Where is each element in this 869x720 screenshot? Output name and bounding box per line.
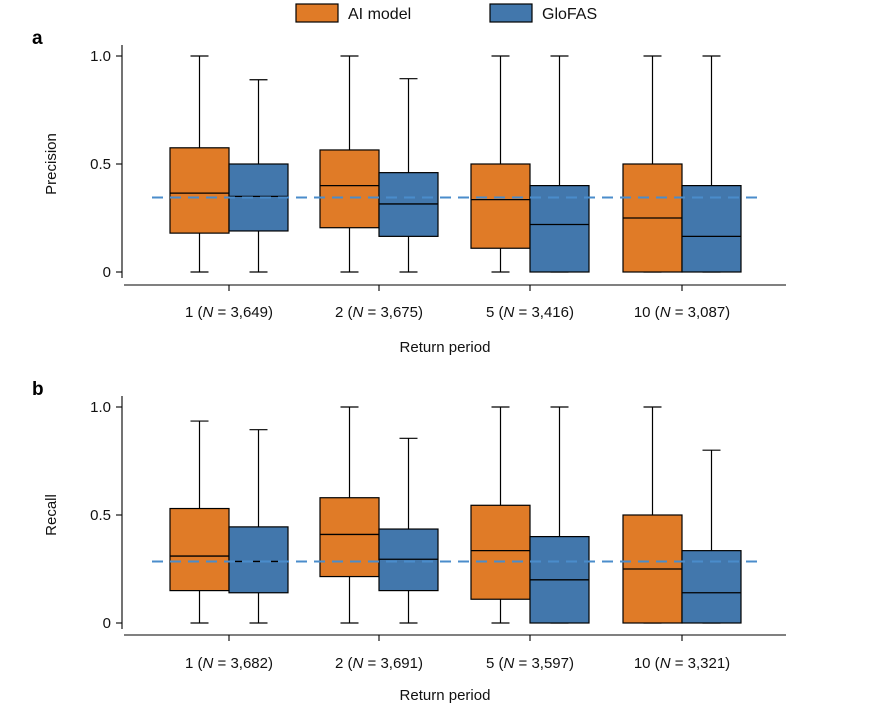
legend: AI model GloFAS — [295, 3, 597, 23]
x-tick-label: 1 (N = 3,682) — [185, 655, 273, 672]
box-ai-model — [622, 406, 683, 624]
y-tick-label: 0.5 — [90, 156, 111, 173]
box-iqr — [319, 497, 380, 578]
x-tick-label: 5 (N = 3,416) — [486, 304, 574, 321]
box-glofas — [529, 55, 590, 273]
legend-swatch-ai-model — [295, 3, 339, 23]
x-tick-label: 2 (N = 3,675) — [335, 304, 423, 321]
panels: a 0 0.5 1.0 Precision 1 (N = 3,649) 2 (N = 3,6… — [32, 28, 786, 704]
box-ai-model — [470, 55, 531, 273]
x-tick-label: 5 (N = 3,597) — [486, 655, 574, 672]
y-tick-label: 0 — [103, 264, 111, 281]
box-iqr — [681, 550, 742, 624]
panel-b: b 0 0.5 1.0 Recall 1 (N = 3,682) 2 (N = 3,691)… — [32, 379, 786, 704]
y-tick-label: 0.5 — [90, 507, 111, 524]
x-tick-label: 10 (N = 3,321) — [634, 655, 730, 672]
box-iqr — [681, 185, 742, 273]
box-ai-model — [169, 420, 230, 624]
box-iqr — [470, 504, 531, 600]
box-ai-model — [470, 406, 531, 624]
box-iqr — [228, 526, 289, 594]
y-tick-label: 0 — [103, 615, 111, 632]
y-axis-label: Recall — [43, 494, 60, 536]
y-axis-label: Precision — [43, 133, 60, 195]
x-axis-label: Return period — [400, 687, 491, 704]
box-glofas — [228, 429, 289, 624]
x-axis-label: Return period — [400, 339, 491, 356]
box-glofas — [228, 79, 289, 273]
box-iqr — [470, 163, 531, 249]
box-ai-model — [319, 406, 380, 624]
y-tick-label: 1.0 — [90, 48, 111, 65]
box-glofas — [681, 55, 742, 273]
box-ai-model — [319, 55, 380, 273]
x-tick-label: 2 (N = 3,691) — [335, 655, 423, 672]
y-tick-label: 1.0 — [90, 399, 111, 416]
box-glofas — [529, 406, 590, 624]
box-ai-model — [169, 55, 230, 273]
box-iqr — [319, 149, 380, 229]
panel-a: a 0 0.5 1.0 Precision 1 (N = 3,649) 2 (N = 3,6… — [32, 28, 786, 356]
box-glofas — [681, 449, 742, 624]
box-ai-model — [622, 55, 683, 273]
box-iqr — [169, 147, 230, 234]
panel-letter: b — [32, 379, 44, 400]
legend-swatch-glofas — [489, 3, 533, 23]
legend-label-glofas: GloFAS — [542, 6, 597, 23]
box-iqr — [529, 185, 590, 273]
box-glofas — [378, 78, 439, 273]
x-tick-label: 1 (N = 3,649) — [185, 304, 273, 321]
panel-letter: a — [32, 28, 43, 49]
x-tick-label: 10 (N = 3,087) — [634, 304, 730, 321]
box-glofas — [378, 437, 439, 624]
legend-label-ai-model: AI model — [348, 6, 411, 23]
box-iqr — [169, 507, 230, 592]
